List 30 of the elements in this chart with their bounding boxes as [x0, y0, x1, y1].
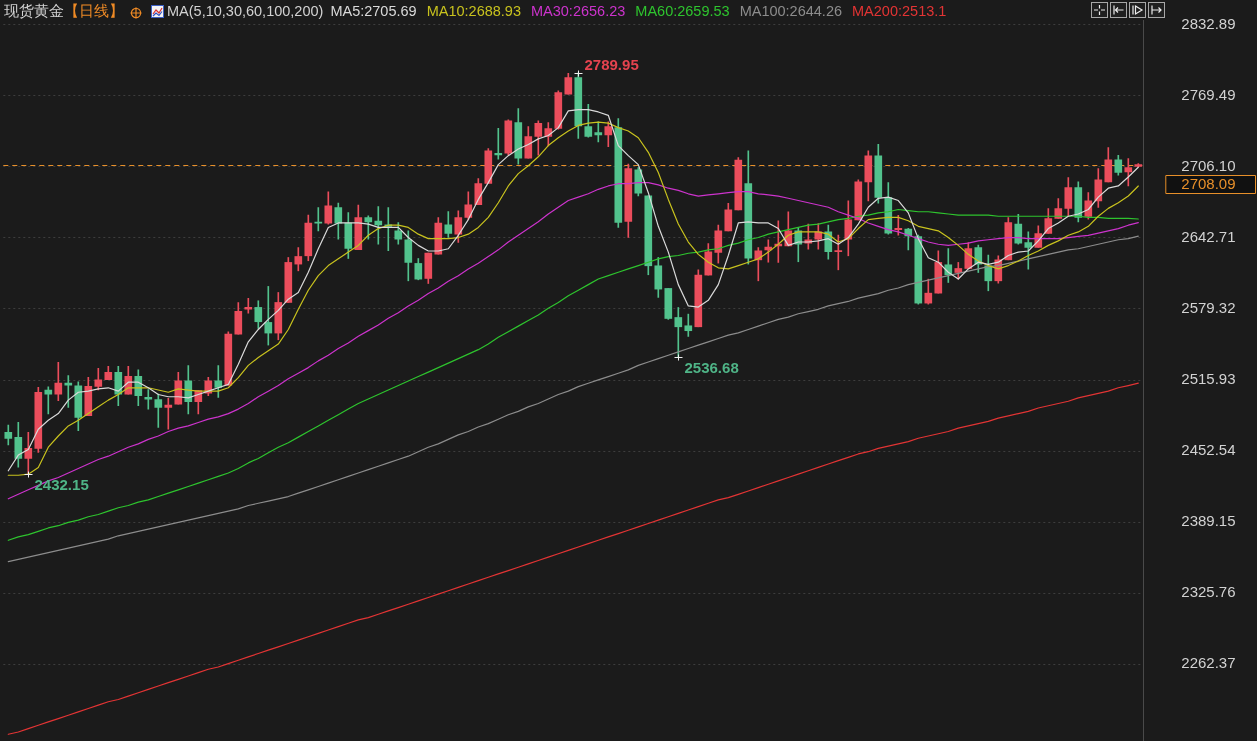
- text: 2432.15: [34, 475, 89, 493]
- y-tick-label: 2706.10: [1181, 156, 1236, 174]
- chart-subtitle: 【日线】: [64, 2, 124, 21]
- candlestick: [314, 207, 323, 232]
- candlestick: [264, 286, 273, 346]
- y-tick-label: 2642.71: [1181, 228, 1236, 245]
- y-tick-label: 2325.76: [1181, 583, 1236, 601]
- candlestick: [594, 121, 603, 143]
- y-tick-label: 2515.93: [1181, 370, 1236, 388]
- y-tick-label: 2769.49: [1181, 85, 1236, 103]
- y-tick-label: 2452.54: [1181, 441, 1236, 459]
- legend-title: MA(5,10,30,60,100,200): [167, 2, 324, 21]
- text: MA200:2513.1: [852, 2, 947, 21]
- text: MA60:2659.53: [635, 2, 730, 21]
- y-tick-label: 2262.37: [1181, 654, 1236, 672]
- y-tick-label: 2832.89: [1181, 14, 1236, 32]
- text: 2789.95: [584, 55, 639, 73]
- text: MA30:2656.23: [530, 2, 626, 21]
- ref-line-label: 2708.09: [1181, 175, 1236, 193]
- candlestick: [164, 398, 173, 430]
- y-tick-label: 2579.32: [1181, 299, 1236, 317]
- candlestick: [374, 206, 383, 245]
- text: 2536.68: [684, 358, 739, 376]
- text: MA10:2688.93: [426, 2, 521, 21]
- candlestick: [834, 234, 843, 271]
- y-tick-label: 2389.15: [1181, 512, 1236, 530]
- text: MA5:2705.69: [330, 2, 417, 21]
- text: MA100:2644.26: [739, 2, 843, 21]
- candlestick: [894, 214, 903, 236]
- chart-title: 现货黄金: [4, 2, 64, 21]
